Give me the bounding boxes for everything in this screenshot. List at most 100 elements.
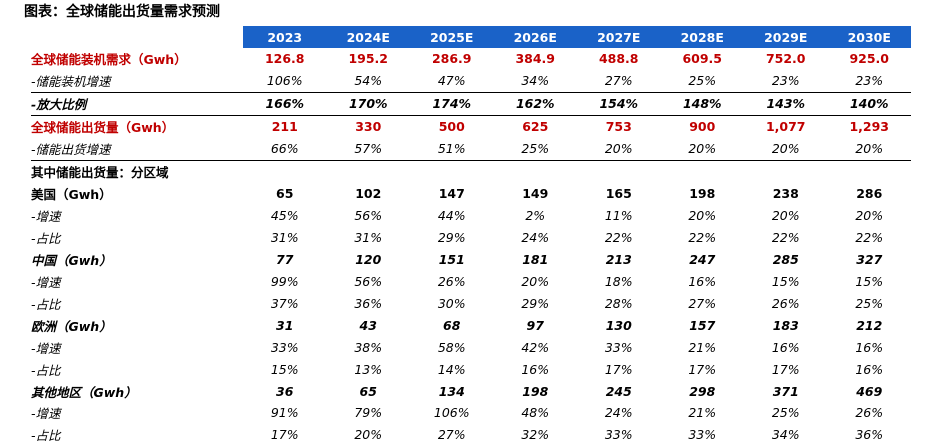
row-region-section: 其中储能出货量：分区域: [31, 160, 911, 182]
table-cell: 77: [276, 251, 294, 267]
table-cell: 23%: [744, 69, 828, 93]
table-cell: 31%: [270, 229, 299, 245]
table-cell: 34%: [493, 69, 577, 93]
table-cell: 1,077: [765, 119, 806, 135]
table-cell: 97: [526, 317, 544, 333]
table-cell: 25%: [771, 405, 800, 421]
table-cell: [828, 160, 912, 182]
table-cell: 44%: [437, 208, 466, 224]
table-cell: 285: [772, 251, 799, 267]
table-cell: 13%: [354, 361, 383, 377]
table-cell: 20%: [744, 137, 828, 161]
table-cell: 16%: [855, 361, 884, 377]
table-cell: 31%: [354, 229, 383, 245]
table-cell: 20%: [577, 137, 661, 161]
table-cell: 147: [438, 186, 465, 202]
table-cell: 79%: [354, 405, 383, 421]
table-cell: 488.8: [598, 51, 639, 67]
row-label: 美国（Gwh）: [31, 187, 112, 203]
table-cell: 16%: [855, 339, 884, 355]
table-cell: 25%: [855, 295, 884, 311]
row-label: 其中储能出货量：分区域: [31, 165, 169, 181]
table-cell: 327: [856, 251, 883, 267]
table-cell: 151: [438, 251, 465, 267]
table-cell: 38%: [354, 339, 383, 355]
table-cell: 31: [276, 317, 294, 333]
row-label: 全球储能装机需求（Gwh）: [31, 52, 187, 68]
table-cell: 20%: [827, 137, 911, 161]
table-cell: 166%: [243, 92, 327, 116]
table-cell: 20%: [688, 208, 717, 224]
figure-title: 图表：全球储能出货量需求预测: [24, 4, 220, 20]
table-cell: 17%: [270, 427, 299, 443]
row-europe-growth: -增速 33% 38% 58% 42% 33% 21% 16% 16%: [31, 336, 911, 358]
table-cell: 65: [276, 186, 294, 202]
table-cell: 286.9: [431, 51, 472, 67]
table-cell: 45%: [270, 208, 299, 224]
table-cell: 51%: [410, 137, 494, 161]
table-cell: 22%: [688, 229, 717, 245]
table-cell: [327, 160, 411, 182]
table-cell: 469: [856, 383, 883, 399]
table-cell: 36: [276, 383, 294, 399]
table-cell: 27%: [577, 69, 661, 93]
row-demand-growth: -储能装机增速 106% 54% 47% 34% 27% 25% 23% 23%: [31, 69, 911, 93]
row-europe-share: -占比 15% 13% 14% 16% 17% 17% 17% 16%: [31, 358, 911, 380]
table-cell: 213: [605, 251, 632, 267]
table-cell: 183: [772, 317, 799, 333]
table-cell: 56%: [354, 208, 383, 224]
row-label: -占比: [31, 362, 61, 378]
table-cell: 17%: [771, 361, 800, 377]
table-cell: 36%: [354, 295, 383, 311]
table-cell: 174%: [410, 92, 494, 116]
table-cell: 15%: [855, 273, 884, 289]
row-shipment-growth: -储能出货增速 66% 57% 51% 25% 20% 20% 20% 20%: [31, 137, 911, 161]
table-cell: 66%: [243, 137, 327, 161]
table-cell: 24%: [521, 229, 550, 245]
table-cell: 21%: [688, 405, 717, 421]
table-cell: 58%: [437, 339, 466, 355]
table-cell: 15%: [270, 361, 299, 377]
table-cell: 43: [359, 317, 377, 333]
table-cell: 212: [856, 317, 883, 333]
table-cell: 925.0: [849, 51, 890, 67]
table-cell: 26%: [437, 273, 466, 289]
table-cell: 20%: [855, 208, 884, 224]
table-cell: 16%: [521, 361, 550, 377]
table-cell: 27%: [437, 427, 466, 443]
table-cell: [410, 160, 494, 182]
table-cell: 102: [355, 186, 382, 202]
header-year: 2023: [243, 26, 327, 48]
row-other-growth: -增速 91% 79% 106% 48% 24% 21% 25% 26%: [31, 402, 911, 424]
table-cell: 181: [522, 251, 549, 267]
row-label: 欧洲（Gwh）: [31, 318, 112, 334]
table-cell: 23%: [827, 69, 911, 93]
row-label: -占比: [31, 230, 61, 246]
table-cell: 25%: [660, 69, 744, 93]
table-cell: 609.5: [682, 51, 723, 67]
table-cell: 298: [689, 383, 716, 399]
table-cell: 130: [605, 317, 632, 333]
table-cell: 149: [522, 186, 549, 202]
table-cell: 33%: [604, 339, 633, 355]
table-cell: 26%: [771, 295, 800, 311]
row-label: -增速: [31, 340, 61, 356]
row-us-share: -占比 31% 31% 29% 24% 22% 22% 22% 22%: [31, 227, 911, 249]
header-year: 2026E: [493, 26, 577, 48]
table-cell: 126.8: [264, 51, 305, 67]
table-cell: 245: [605, 383, 632, 399]
table-cell: 500: [438, 119, 465, 135]
table-cell: 330: [355, 119, 382, 135]
row-label: -增速: [31, 406, 61, 422]
table-cell: 157: [689, 317, 716, 333]
table-cell: 625: [522, 119, 549, 135]
table-cell: 33%: [604, 427, 633, 443]
table-cell: 195.2: [348, 51, 389, 67]
row-europe: 欧洲（Gwh） 31 43 68 97 130 157 183 212: [31, 314, 911, 336]
table-cell: 752.0: [765, 51, 806, 67]
table-cell: [744, 160, 828, 182]
table-cell: 753: [605, 119, 632, 135]
table-cell: 33%: [688, 427, 717, 443]
table-cell: 25%: [493, 137, 577, 161]
table-cell: 247: [689, 251, 716, 267]
